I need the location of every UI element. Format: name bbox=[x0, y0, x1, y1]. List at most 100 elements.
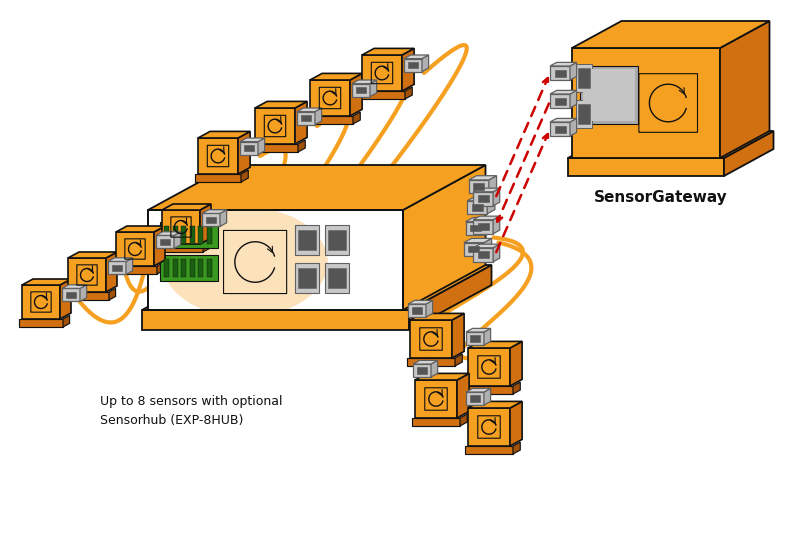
Polygon shape bbox=[550, 62, 577, 66]
Polygon shape bbox=[510, 402, 522, 446]
Polygon shape bbox=[240, 138, 265, 141]
Bar bbox=[298, 230, 316, 250]
Bar bbox=[160, 255, 218, 281]
Polygon shape bbox=[352, 80, 377, 84]
Bar bbox=[181, 226, 186, 244]
Bar bbox=[301, 115, 311, 122]
Text: SensorGateway: SensorGateway bbox=[594, 190, 728, 205]
Polygon shape bbox=[510, 342, 522, 386]
Bar bbox=[474, 183, 484, 190]
Polygon shape bbox=[466, 328, 490, 332]
Bar bbox=[580, 66, 638, 124]
Polygon shape bbox=[467, 201, 487, 214]
Polygon shape bbox=[460, 414, 467, 426]
Bar bbox=[66, 292, 76, 298]
Bar bbox=[554, 97, 566, 104]
Bar bbox=[408, 62, 418, 68]
Polygon shape bbox=[412, 418, 460, 426]
Bar bbox=[478, 195, 489, 202]
Polygon shape bbox=[568, 158, 724, 176]
Bar bbox=[325, 263, 349, 293]
Bar bbox=[578, 68, 590, 88]
Polygon shape bbox=[572, 21, 770, 48]
Bar bbox=[578, 104, 590, 124]
Polygon shape bbox=[142, 310, 409, 330]
Polygon shape bbox=[550, 94, 570, 108]
Bar bbox=[328, 268, 346, 288]
Polygon shape bbox=[108, 261, 126, 274]
Bar bbox=[576, 64, 592, 92]
Bar bbox=[583, 69, 635, 121]
Bar bbox=[325, 225, 349, 255]
Polygon shape bbox=[22, 279, 71, 285]
Polygon shape bbox=[252, 144, 298, 152]
Polygon shape bbox=[457, 373, 469, 418]
Bar bbox=[478, 251, 489, 258]
Polygon shape bbox=[295, 101, 307, 144]
Polygon shape bbox=[195, 174, 241, 182]
Polygon shape bbox=[198, 138, 238, 174]
Bar bbox=[412, 307, 422, 314]
Bar bbox=[206, 259, 211, 277]
Polygon shape bbox=[452, 314, 464, 358]
Polygon shape bbox=[465, 446, 513, 454]
Polygon shape bbox=[466, 332, 484, 345]
Bar bbox=[295, 263, 319, 293]
Polygon shape bbox=[466, 217, 494, 222]
Polygon shape bbox=[568, 131, 774, 158]
Polygon shape bbox=[409, 265, 491, 330]
Polygon shape bbox=[464, 243, 484, 256]
Polygon shape bbox=[203, 240, 210, 252]
Polygon shape bbox=[413, 364, 431, 377]
Polygon shape bbox=[403, 165, 486, 310]
Bar bbox=[190, 259, 194, 277]
Bar bbox=[198, 226, 203, 244]
Polygon shape bbox=[200, 204, 211, 244]
Polygon shape bbox=[422, 55, 429, 72]
Polygon shape bbox=[469, 175, 497, 180]
Polygon shape bbox=[465, 386, 513, 394]
Polygon shape bbox=[157, 262, 163, 274]
Polygon shape bbox=[550, 122, 570, 136]
Polygon shape bbox=[408, 300, 433, 304]
Polygon shape bbox=[148, 210, 403, 310]
Polygon shape bbox=[466, 388, 490, 392]
Polygon shape bbox=[255, 108, 295, 144]
Polygon shape bbox=[310, 80, 350, 116]
Polygon shape bbox=[298, 140, 306, 152]
Polygon shape bbox=[113, 266, 157, 274]
Polygon shape bbox=[408, 304, 426, 317]
Polygon shape bbox=[570, 118, 577, 136]
Polygon shape bbox=[62, 285, 86, 288]
Polygon shape bbox=[297, 112, 315, 125]
Polygon shape bbox=[455, 354, 462, 366]
Polygon shape bbox=[468, 342, 522, 348]
Bar bbox=[295, 225, 319, 255]
Polygon shape bbox=[720, 21, 770, 158]
Bar bbox=[298, 268, 316, 288]
Polygon shape bbox=[489, 175, 497, 193]
Polygon shape bbox=[108, 258, 133, 261]
Polygon shape bbox=[359, 91, 405, 99]
Bar bbox=[164, 226, 169, 244]
Text: Up to 8 sensors with optional
Sensorhub (EXP-8HUB): Up to 8 sensors with optional Sensorhub … bbox=[100, 395, 282, 427]
Bar bbox=[244, 145, 254, 151]
Polygon shape bbox=[468, 408, 510, 446]
Polygon shape bbox=[493, 188, 500, 206]
Bar bbox=[173, 226, 178, 244]
Polygon shape bbox=[413, 360, 438, 364]
Bar bbox=[554, 69, 566, 76]
Bar bbox=[478, 223, 489, 230]
Polygon shape bbox=[404, 59, 422, 72]
Polygon shape bbox=[467, 196, 495, 201]
Polygon shape bbox=[473, 216, 500, 220]
Polygon shape bbox=[431, 360, 438, 377]
Bar bbox=[190, 226, 194, 244]
Polygon shape bbox=[352, 84, 370, 97]
Polygon shape bbox=[22, 285, 60, 319]
Polygon shape bbox=[407, 358, 455, 366]
Polygon shape bbox=[468, 348, 510, 386]
Bar bbox=[173, 259, 178, 277]
Polygon shape bbox=[238, 131, 250, 174]
Polygon shape bbox=[310, 73, 362, 80]
